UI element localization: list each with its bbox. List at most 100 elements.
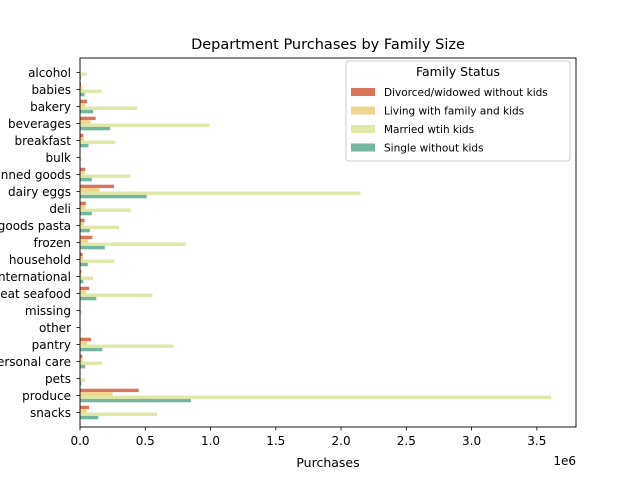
bar-babies-series-3	[80, 89, 102, 93]
y-tick-label: pantry	[32, 338, 71, 352]
x-tick-label: 3.0	[462, 434, 481, 448]
bar-deli-series-2	[80, 205, 86, 209]
bar-bakery-series-2	[80, 103, 86, 107]
bar-household-series-4	[80, 262, 88, 267]
legend-swatch-4	[351, 143, 375, 152]
bar-beverages-series-1	[80, 116, 96, 121]
bar-missing-series-3	[80, 310, 82, 314]
y-tick-label: frozen	[33, 236, 71, 250]
y-tick-label: dairy eggs	[8, 185, 71, 199]
bar-other-series-3	[80, 327, 82, 331]
x-tick-label: 1.5	[266, 434, 285, 448]
bar-frozen-series-4	[80, 245, 105, 250]
bar-dry-goods-pasta-series-3	[80, 225, 120, 229]
y-tick-label: personal care	[0, 355, 71, 369]
bar-deli-series-4	[80, 211, 92, 216]
plot-frame	[79, 57, 577, 428]
y-tick-label: breakfast	[14, 134, 71, 148]
y-tick-label: dry goods pasta	[0, 219, 71, 233]
y-tick-label: bulk	[45, 151, 71, 165]
chart-title: Department Purchases by Family Size	[191, 37, 465, 53]
bar-personal-care-series-1	[80, 354, 83, 359]
bar-alcohol-series-3	[80, 72, 87, 76]
x-axis-scale-note: 1e6	[553, 454, 576, 468]
legend-label-1: Divorced/widowed without kids	[384, 87, 548, 99]
y-tick-label: international	[0, 270, 71, 284]
bar-pantry-series-3	[80, 344, 174, 348]
bar-pantry-series-1	[80, 337, 92, 342]
y-tick-label: snacks	[30, 406, 71, 420]
legend-swatch-3	[351, 125, 375, 133]
bar-frozen-series-3	[80, 242, 186, 246]
legend-swatch-1	[351, 88, 375, 96]
bar-breakfast-series-2	[80, 137, 84, 141]
y-tick-label: other	[39, 321, 71, 335]
bar-dairy-eggs-series-3	[80, 191, 361, 195]
bar-snacks-series-4	[80, 415, 99, 420]
x-axis-ticks: 0.0 0.5 1.0 1.5 2.0 2.5 3.0 3.5	[70, 427, 546, 448]
bar-international-series-2	[80, 273, 82, 277]
bar-meat-seafood-series-2	[80, 290, 86, 294]
bar-alcohol-series-4	[80, 75, 82, 80]
bar-international-series-4	[80, 279, 84, 284]
bar-pantry-series-2	[80, 341, 88, 345]
y-axis-ticks: alcohol babies bakery beverages breakfast bul…	[0, 66, 80, 420]
bar-household-series-2	[80, 256, 84, 260]
bar-household-series-3	[80, 259, 115, 263]
bar-dairy-eggs-series-4	[80, 194, 147, 199]
bar-meat-seafood-series-1	[80, 286, 90, 291]
y-tick-label: alcohol	[28, 66, 71, 80]
bar-breakfast-series-3	[80, 140, 116, 144]
bar-dairy-eggs-series-1	[80, 184, 114, 189]
legend-box	[345, 60, 571, 162]
bar-snacks-series-2	[80, 409, 87, 413]
legend: Family Status Divorced/widowed without ki…	[345, 60, 571, 162]
bar-dry-goods-pasta-series-2	[80, 222, 84, 226]
x-axis-label: Purchases	[296, 455, 359, 470]
bar-frozen-series-2	[80, 239, 88, 243]
bar-dry-goods-pasta-series-4	[80, 228, 90, 233]
bar-canned-goods-series-4	[80, 177, 92, 182]
bar-meat-seafood-series-4	[80, 296, 97, 301]
y-tick-label: household	[9, 253, 71, 267]
bar-personal-care-series-3	[80, 361, 103, 365]
bar-produce-series-1	[80, 388, 139, 393]
bar-pets-series-3	[80, 378, 86, 382]
bar-produce-series-4	[80, 398, 191, 403]
bar-bulk-series-3	[80, 157, 82, 161]
bar-beverages-series-2	[80, 120, 91, 124]
y-tick-label: canned goods	[0, 168, 71, 182]
bar-frozen-series-1	[80, 235, 93, 240]
bar-deli-series-3	[80, 208, 131, 212]
y-tick-label: bakery	[30, 100, 71, 114]
bar-canned-goods-series-3	[80, 174, 131, 178]
bar-beverages-series-4	[80, 126, 111, 131]
x-tick-label: 2.0	[332, 434, 351, 448]
y-tick-label: deli	[49, 202, 71, 216]
bar-canned-goods-series-1	[80, 167, 86, 172]
bar-breakfast-series-1	[80, 133, 84, 138]
y-tick-label: meat seafood	[0, 287, 71, 301]
y-tick-label: produce	[22, 389, 71, 403]
bar-babies-series-2	[80, 86, 83, 90]
y-tick-label: pets	[45, 372, 71, 386]
x-tick-label: 3.5	[527, 434, 546, 448]
bar-deli-series-1	[80, 201, 86, 206]
bar-bakery-series-3	[80, 106, 138, 110]
bar-pantry-series-4	[80, 347, 103, 352]
bar-household-series-1	[80, 252, 83, 257]
bar-international-series-1	[80, 269, 82, 274]
y-tick-label: missing	[25, 304, 71, 318]
bar-personal-care-series-4	[80, 364, 86, 369]
bar-dairy-eggs-series-2	[80, 188, 100, 192]
bar-bakery-series-4	[80, 109, 94, 114]
x-tick-label: 0.0	[70, 434, 89, 448]
bar-produce-series-3	[80, 395, 552, 399]
legend-title: Family Status	[416, 64, 500, 79]
bar-canned-goods-series-2	[80, 171, 85, 175]
bars-group	[80, 65, 552, 420]
bar-bakery-series-1	[80, 99, 88, 104]
bar-snacks-series-1	[80, 405, 90, 410]
x-tick-label: 1.0	[201, 434, 220, 448]
